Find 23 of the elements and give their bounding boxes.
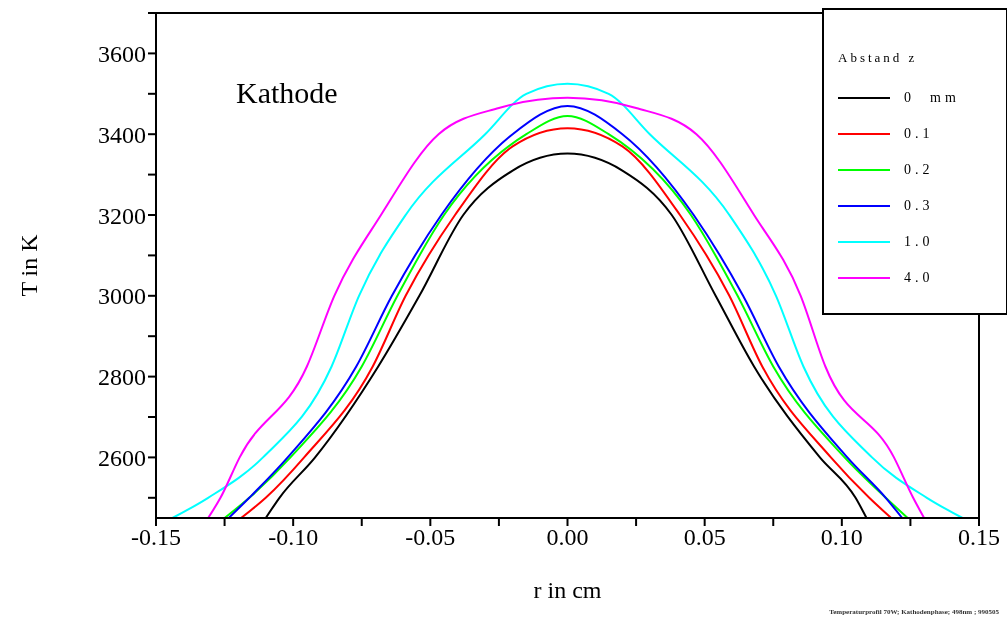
legend-title: Abstand z bbox=[838, 50, 919, 66]
y-tick-label: 2600 bbox=[98, 444, 146, 471]
y-tick-label: 2800 bbox=[98, 364, 146, 391]
y-tick-label: 3400 bbox=[98, 121, 146, 148]
y-tick-label: 3200 bbox=[98, 202, 146, 229]
y-tick-label: 3000 bbox=[98, 283, 146, 310]
legend-label: 0 mm bbox=[904, 90, 960, 106]
x-tick-label: 0.10 bbox=[820, 524, 863, 551]
legend-label: 1.0 bbox=[904, 234, 934, 250]
y-tick-label: 3600 bbox=[98, 40, 146, 67]
x-tick-label: -0.10 bbox=[268, 524, 319, 551]
x-tick-label: -0.15 bbox=[131, 524, 181, 551]
y-axis-title: T in K bbox=[15, 233, 42, 297]
annotation: Kathode bbox=[236, 76, 338, 110]
x-axis-title: r in cm bbox=[533, 577, 602, 603]
x-tick-label: 0.05 bbox=[683, 524, 726, 551]
x-tick-label: -0.05 bbox=[405, 524, 456, 551]
legend-label: 0.1 bbox=[904, 126, 934, 142]
legend-label: 4.0 bbox=[904, 270, 934, 286]
x-tick-label: 0.15 bbox=[958, 524, 1000, 551]
legend-label: 0.2 bbox=[904, 162, 934, 178]
x-tick-label: 0.00 bbox=[546, 524, 589, 551]
legend-label: 0.3 bbox=[904, 198, 934, 214]
